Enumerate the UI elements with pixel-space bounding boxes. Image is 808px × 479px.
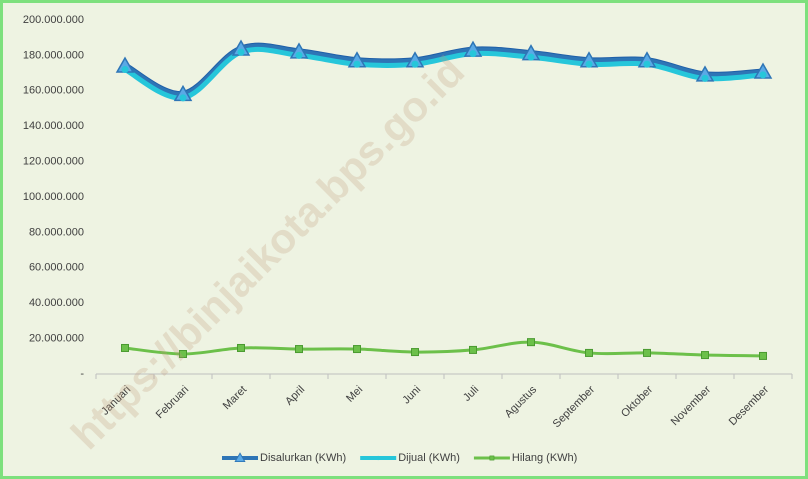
- y-tick-label: 40.000.000: [29, 297, 84, 309]
- y-tick-label: 20.000.000: [29, 333, 84, 345]
- marker: [585, 60, 593, 68]
- marker: [237, 343, 245, 352]
- marker: [759, 351, 767, 360]
- marker: [295, 345, 303, 354]
- marker: [179, 94, 187, 102]
- marker: [121, 66, 129, 74]
- marker: [411, 60, 419, 68]
- marker: [643, 348, 651, 357]
- marker: [759, 71, 767, 79]
- y-tick-label: 180.000.000: [23, 49, 84, 61]
- y-tick-label: -: [80, 368, 84, 380]
- y-tick-label: 80.000.000: [29, 226, 84, 238]
- marker: [469, 345, 477, 354]
- marker: [121, 343, 129, 352]
- marker: [527, 338, 535, 347]
- marker: [411, 348, 419, 357]
- y-tick-label: 140.000.000: [23, 120, 84, 132]
- series-line: [124, 340, 764, 358]
- y-tick-label: 160.000.000: [23, 85, 84, 97]
- marker: [179, 349, 187, 358]
- marker: [469, 50, 477, 58]
- marker: [643, 60, 651, 68]
- marker: [353, 345, 361, 354]
- marker: [234, 452, 246, 463]
- y-tick-label: 60.000.000: [29, 262, 84, 274]
- marker: [701, 74, 709, 82]
- marker: [527, 53, 535, 61]
- marker: [376, 455, 381, 461]
- legend-label: Dijual (KWh): [398, 452, 460, 464]
- y-tick-label: 120.000.000: [23, 156, 84, 168]
- y-tick-label: 100.000.000: [23, 191, 84, 203]
- legend-label: Hilang (KWh): [512, 452, 577, 464]
- marker: [585, 348, 593, 357]
- marker: [237, 48, 245, 56]
- legend-label: Disalurkan (KWh): [260, 452, 346, 464]
- marker: [701, 351, 709, 360]
- marker: [295, 51, 303, 59]
- marker: [489, 455, 495, 461]
- marker: [353, 60, 361, 68]
- y-tick-label: 200.000.000: [23, 14, 84, 26]
